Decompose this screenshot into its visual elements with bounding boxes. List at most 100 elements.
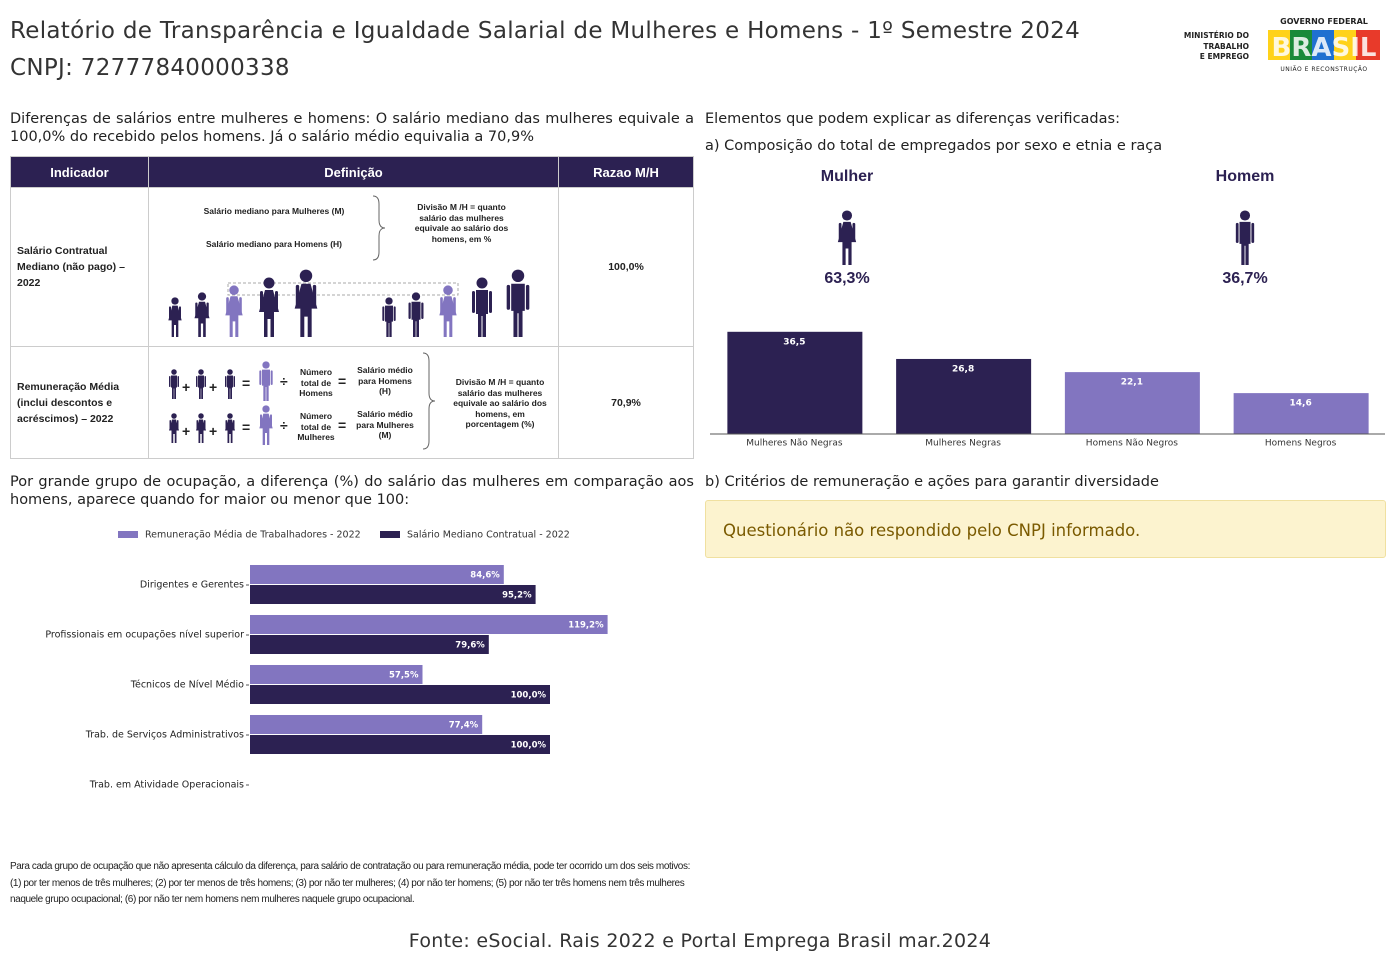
gov-text: GOVERNO FEDERAL <box>1280 17 1368 26</box>
symbol: + <box>209 379 218 395</box>
logo-line: E EMPREGO <box>1199 52 1249 61</box>
person-icon <box>169 413 179 443</box>
icons <box>169 352 436 450</box>
value-label: 95,2% <box>502 591 532 601</box>
person-icon <box>294 269 318 337</box>
symbol: ÷ <box>280 373 288 389</box>
logo-line: MINISTÉRIO DO <box>1183 31 1249 40</box>
symbol: = <box>242 375 251 391</box>
person-icon <box>225 285 243 337</box>
def-text: Número total de Homens <box>299 367 333 398</box>
person-icon <box>382 297 396 337</box>
value-label: 100,0% <box>511 741 547 751</box>
def-text: Número total de Mulheres <box>297 411 335 442</box>
gender-label: Mulher <box>821 168 873 185</box>
person-icon <box>506 269 530 337</box>
value-label: 14,6 <box>1290 399 1312 409</box>
x-tick-label: Homens Negros <box>1265 439 1337 449</box>
value-label: 26,8 <box>952 364 974 374</box>
brace <box>372 195 386 261</box>
group-text: Por grande grupo de ocupação, a diferenç… <box>10 474 694 508</box>
diagram: Salário mediano para Mulheres (M) Salári… <box>149 188 558 346</box>
bar <box>250 615 608 634</box>
symbol: + <box>182 379 191 395</box>
gov-logo: GOVERNO FEDERAL BRASIL UNIÃO E RECONSTRU… <box>1268 17 1380 73</box>
diagram: Número total de Homens Salário médio par… <box>149 347 558 458</box>
ratio: 70,9% <box>558 346 694 459</box>
person-icon <box>259 361 273 401</box>
bar <box>250 565 504 584</box>
bar <box>250 735 550 754</box>
y-tick-label: Técnicos de Nível Médio <box>130 680 244 691</box>
legend-label: Salário Mediano Contratual - 2022 <box>407 530 570 541</box>
brasil-text: BRASIL <box>1272 33 1377 63</box>
definition: Número total de Homens Salário médio par… <box>148 346 559 459</box>
cnpj: CNPJ: 72777840000338 <box>10 55 290 81</box>
header-cell: Definição <box>148 156 559 188</box>
value-label: 77,4% <box>449 721 479 731</box>
gender-share: Mulher 63,3% Homem 36,7% <box>821 168 1275 287</box>
symbol: + <box>209 423 218 439</box>
x-tick-label: Homens Não Negros <box>1086 439 1178 449</box>
person-icon <box>259 277 279 337</box>
legend-label: Remuneração Média de Trabalhadores - 202… <box>145 530 361 541</box>
person-icon <box>837 210 857 265</box>
logo-block <box>1356 30 1380 60</box>
person-icon <box>169 369 179 399</box>
bar <box>727 331 863 434</box>
value-label: 22,1 <box>1121 378 1143 388</box>
person-icon <box>472 277 492 337</box>
indicator: Salário Contratual Mediano (não pago) – … <box>10 187 149 347</box>
bar <box>250 585 536 604</box>
subheading: a) Composição do total de empregados por… <box>705 138 1163 154</box>
header-cell: Razao M/H <box>558 156 694 188</box>
symbol: ÷ <box>280 417 288 433</box>
notice: Questionário não respondido pelo CNPJ in… <box>705 500 1386 558</box>
group-chart: Remuneração Média de Trabalhadores - 202… <box>45 530 608 791</box>
logo-block <box>1312 30 1334 60</box>
bar <box>250 685 550 704</box>
person-icon <box>259 405 273 445</box>
bar <box>250 715 483 734</box>
ministry-logo: MINISTÉRIO DO TRABALHO E EMPREGO <box>1150 31 1249 63</box>
value-label: 79,6% <box>455 641 485 651</box>
value-label: 84,6% <box>470 571 500 581</box>
y-tick-label: Trab. em Atividade Operacionais <box>89 780 244 791</box>
def-text: Salário médio para Mulheres (M) <box>356 409 414 440</box>
indicator: Remuneração Média (inclui descontos e ac… <box>10 346 149 459</box>
def-text: Salário mediano para Mulheres (M) <box>203 206 345 216</box>
definition: Salário mediano para Mulheres (M) Salári… <box>148 187 559 347</box>
symbol: + <box>182 423 191 439</box>
definition-table: Indicador Definição Razao M/H Salário Co… <box>10 156 694 459</box>
brace <box>422 352 436 450</box>
logo-block <box>1334 30 1356 60</box>
footnote: Para cada grupo de ocupação que não apre… <box>10 861 690 905</box>
bar <box>250 635 489 654</box>
value-label: 36,5 <box>783 337 805 347</box>
person-icon <box>408 292 424 337</box>
person-icon <box>168 297 182 337</box>
y-tick-label: Profissionais em ocupações nível superio… <box>45 630 244 641</box>
def-text: Salário mediano para Homens (H) <box>205 239 343 249</box>
value-label: 119,2% <box>568 621 604 631</box>
person-icon <box>196 369 206 399</box>
person-icon <box>225 413 235 443</box>
person-icon <box>439 285 457 337</box>
symbol: = <box>338 417 347 433</box>
x-tick-label: Mulheres Não Negras <box>746 439 843 449</box>
gender-share-value: 63,3% <box>824 270 869 287</box>
y-tick-label: Dirigentes e Gerentes <box>140 580 244 591</box>
header-cell: Indicador <box>10 156 149 188</box>
value-label: 100,0% <box>511 691 547 701</box>
subheading: b) Critérios de remuneração e ações para… <box>705 474 1159 490</box>
tagline: UNIÃO E RECONSTRUÇÃO <box>1280 66 1367 73</box>
legend-swatch <box>380 531 400 538</box>
logo-line: TRABALHO <box>1203 41 1249 51</box>
person-icon <box>196 413 206 443</box>
right-heading: Elementos que podem explicar as diferenç… <box>705 111 1120 127</box>
title: Relatório de Transparência e Igualdade S… <box>10 18 1081 44</box>
icons <box>168 195 530 337</box>
def-text: Divisão M /H = quanto salário das mulher… <box>414 202 509 244</box>
def-text: Divisão M /H = quanto salário das mulher… <box>453 377 547 429</box>
